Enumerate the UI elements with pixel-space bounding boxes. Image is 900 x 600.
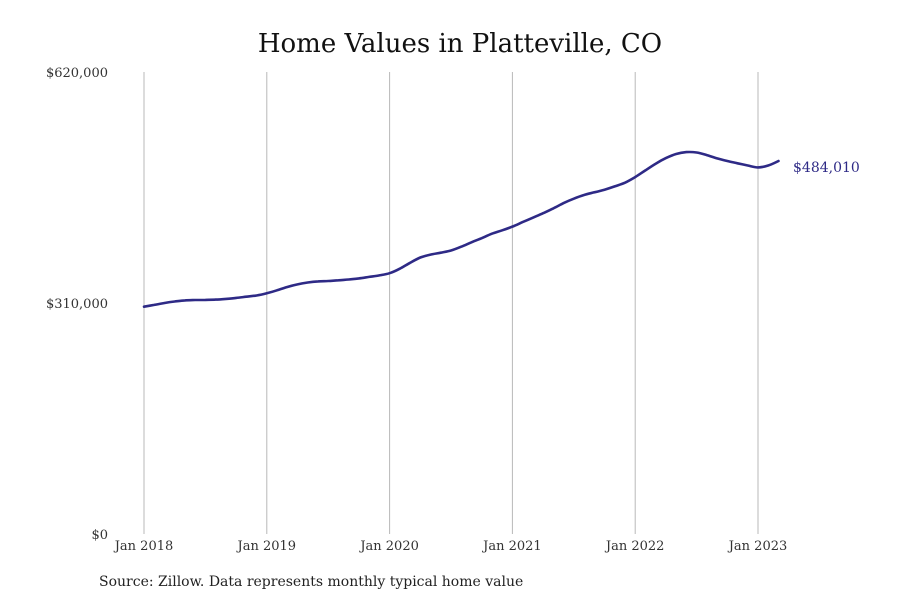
y-tick-label: $310,000 [46,297,108,312]
x-axis-ticks: Jan 2018 Jan 2019 Jan 2020 Jan 2021 Jan 2022… [113,539,788,554]
last-value-label: $484,010 [793,160,860,176]
y-axis-ticks: $0 $310,000 $620,000 [46,66,108,543]
x-tick-label: Jan 2022 [604,539,665,554]
y-tick-label: $620,000 [46,66,108,81]
series-lines [142,150,780,308]
x-tick-label: Jan 2020 [358,539,419,554]
series-line [142,150,780,308]
x-tick-label: Jan 2018 [113,539,174,554]
source-note: Source: Zillow. Data represents monthly … [99,574,523,590]
gridlines [143,72,759,534]
chart-title: Home Values in Platteville, CO [258,29,662,59]
x-tick-label: Jan 2023 [727,539,788,554]
x-tick-label: Jan 2019 [236,539,297,554]
x-tick-label: Jan 2021 [481,539,542,554]
y-tick-label: $0 [91,528,108,543]
